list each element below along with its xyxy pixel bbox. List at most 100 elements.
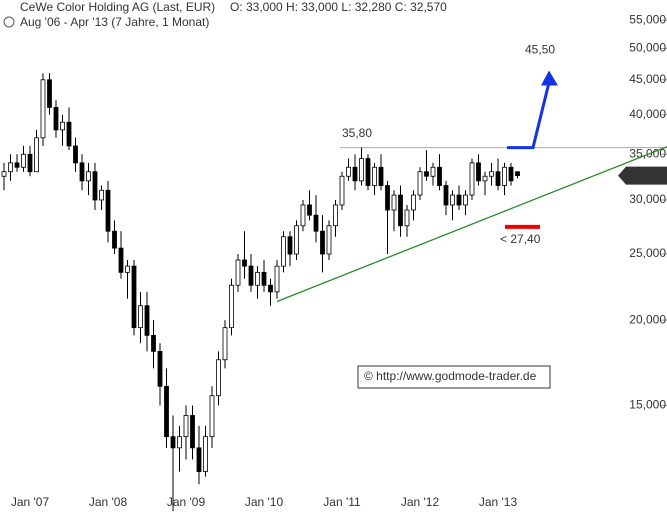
candle-body <box>287 236 293 255</box>
candle-body <box>138 305 143 329</box>
candle-body <box>437 166 442 186</box>
resistance-label: 35,80 <box>342 126 372 140</box>
candle-body <box>430 166 436 177</box>
last-price-tag <box>618 166 667 185</box>
candle-body <box>443 185 449 206</box>
chart-subtitle: Aug '06 - Apr '13 (7 Jahre, 1 Monat) <box>20 15 209 29</box>
y-tick-label: 20,000 <box>629 312 666 326</box>
candle-body <box>235 259 241 286</box>
candle-body <box>209 395 215 438</box>
candle-body <box>352 166 358 182</box>
candle-body <box>508 166 514 182</box>
candle-body <box>164 385 169 438</box>
candle-body <box>424 171 429 177</box>
candle-body <box>40 79 46 139</box>
candle-body <box>255 271 260 286</box>
candle-body <box>229 284 234 329</box>
candle-body <box>177 436 182 449</box>
candle-body <box>60 121 65 131</box>
candle-body <box>21 153 26 168</box>
candle-body <box>242 259 247 267</box>
candle-body <box>151 334 156 352</box>
candle-body <box>144 305 150 336</box>
candle-body <box>27 153 33 173</box>
x-tick-label: Jan '08 <box>89 495 128 509</box>
trendline <box>276 146 667 303</box>
stop-label: < 27,40 <box>500 232 541 246</box>
target-arrowhead <box>541 70 558 86</box>
y-tick-label: 55,000 <box>629 12 666 26</box>
candle-body <box>346 166 351 177</box>
candle-body <box>203 436 208 472</box>
candle-body <box>450 194 455 206</box>
last-price-label: 32,570 <box>628 168 665 182</box>
candle-body <box>47 79 52 108</box>
y-tick-label: 35,000 <box>629 146 666 160</box>
candle-body <box>300 204 306 227</box>
candle-body <box>8 162 13 173</box>
candle-body <box>313 214 319 232</box>
candle-body <box>469 162 475 196</box>
target-label: 45,50 <box>525 43 555 57</box>
candle-body <box>404 209 410 227</box>
y-tick-label: 45,000 <box>629 72 666 86</box>
candle-body <box>92 171 98 201</box>
candle-body <box>398 194 403 227</box>
x-tick-label: Jan '09 <box>167 495 206 509</box>
candle-body <box>53 106 59 131</box>
candle-body <box>378 166 384 186</box>
candle-body <box>495 171 501 186</box>
y-tick-label: 50,000 <box>629 41 666 55</box>
watermark-box <box>357 365 551 389</box>
candle-body <box>118 247 124 273</box>
candle-body <box>294 225 299 255</box>
candle-body <box>385 185 390 211</box>
candle-body <box>476 162 481 182</box>
candle-body <box>131 265 137 329</box>
candle-body <box>261 271 267 286</box>
candle-body <box>333 204 338 227</box>
y-tick-label: 15,000 <box>629 398 666 412</box>
candle-body <box>1 171 7 177</box>
candle-body <box>339 175 345 206</box>
candle-body <box>489 171 494 177</box>
candle-body <box>365 158 371 186</box>
candle-body <box>86 171 91 182</box>
x-tick-label: Jan '10 <box>245 495 284 509</box>
y-tick-label: 30,000 <box>629 192 666 206</box>
candle-body <box>268 284 273 293</box>
candle-body <box>14 162 20 168</box>
y-tick-label: 25,000 <box>629 246 666 260</box>
candle-body <box>482 175 488 182</box>
candle-body <box>320 230 325 255</box>
candle-body <box>66 121 72 147</box>
candle-body <box>216 359 221 397</box>
candle-body <box>79 162 85 182</box>
candle-body <box>274 265 280 293</box>
candle-body <box>170 436 176 449</box>
candle-body <box>359 158 364 182</box>
candle-body <box>248 265 254 286</box>
candle-body <box>125 265 130 273</box>
candle-body <box>190 415 195 449</box>
candle-body <box>307 204 312 216</box>
ohlc-text: O: 33,000 H: 33,000 L: 32,280 C: 32,570 <box>230 0 447 14</box>
candle-body <box>157 350 163 387</box>
candle-body <box>515 171 520 177</box>
candle-body <box>456 194 462 206</box>
x-tick-label: Jan '11 <box>323 495 361 509</box>
x-tick-label: Jan '13 <box>479 495 518 509</box>
candle-body <box>112 230 117 249</box>
candle-body <box>411 194 416 211</box>
x-tick-label: Jan '07 <box>11 495 50 509</box>
candle-body <box>34 137 39 173</box>
candle-body <box>417 171 423 196</box>
target-arrow <box>507 82 551 150</box>
candle-body <box>183 415 189 438</box>
x-tick-label: Jan '12 <box>401 495 440 509</box>
watermark: © http://www.godmode-trader.de <box>364 369 537 383</box>
candle-body <box>502 166 507 186</box>
y-tick-label: 40,000 <box>629 107 666 121</box>
